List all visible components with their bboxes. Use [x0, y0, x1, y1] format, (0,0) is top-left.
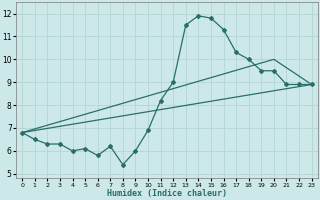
X-axis label: Humidex (Indice chaleur): Humidex (Indice chaleur) — [107, 189, 227, 198]
